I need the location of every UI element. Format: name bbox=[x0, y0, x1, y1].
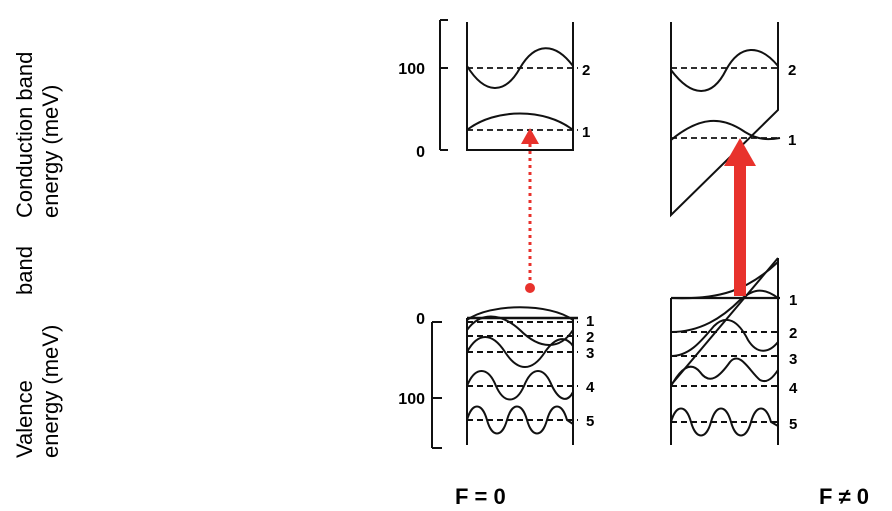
zero-field-vb-level-5: 5 bbox=[586, 413, 594, 430]
valence-tick-100: 100 bbox=[398, 391, 425, 408]
zero-field-cb-level-2: 2 bbox=[582, 62, 590, 79]
zero-field-caption: F = 0 bbox=[455, 484, 506, 509]
field-caption: F ≠ 0 bbox=[819, 484, 869, 509]
conduction-tick-0: 0 bbox=[416, 144, 425, 161]
zero-field-vb-level-2: 2 bbox=[586, 329, 594, 346]
valence-axis bbox=[431, 321, 442, 449]
zero-field-vb-level-4: 4 bbox=[586, 379, 595, 396]
zero-field-valence-well bbox=[466, 306, 578, 445]
field-transition-arrow bbox=[724, 138, 756, 296]
panel-field: 2 1 1 2 3 4 5 bbox=[670, 22, 798, 445]
field-valence-well bbox=[670, 257, 780, 445]
zero-field-cb-level-1: 1 bbox=[582, 124, 590, 141]
zero-field-vb-level-1: 1 bbox=[586, 313, 594, 330]
field-vb-level-4: 4 bbox=[789, 380, 798, 397]
field-cb-level-1: 1 bbox=[788, 132, 796, 149]
field-vb-level-5: 5 bbox=[789, 416, 797, 433]
valence-tick-0: 0 bbox=[416, 311, 425, 328]
conduction-axis bbox=[439, 19, 448, 151]
field-vb-level-1: 1 bbox=[789, 292, 797, 309]
field-vb-level-3: 3 bbox=[789, 351, 797, 368]
zero-field-transition-arrow bbox=[521, 128, 539, 293]
zero-field-conduction-well bbox=[466, 22, 578, 151]
field-cb-level-2: 2 bbox=[788, 62, 796, 79]
panel-zero-field: 2 1 1 2 3 4 5 bbox=[466, 22, 595, 445]
conduction-tick-100: 100 bbox=[398, 61, 425, 78]
zero-field-vb-level-3: 3 bbox=[586, 345, 594, 362]
field-conduction-well bbox=[670, 22, 781, 218]
field-vb-level-2: 2 bbox=[789, 325, 797, 342]
